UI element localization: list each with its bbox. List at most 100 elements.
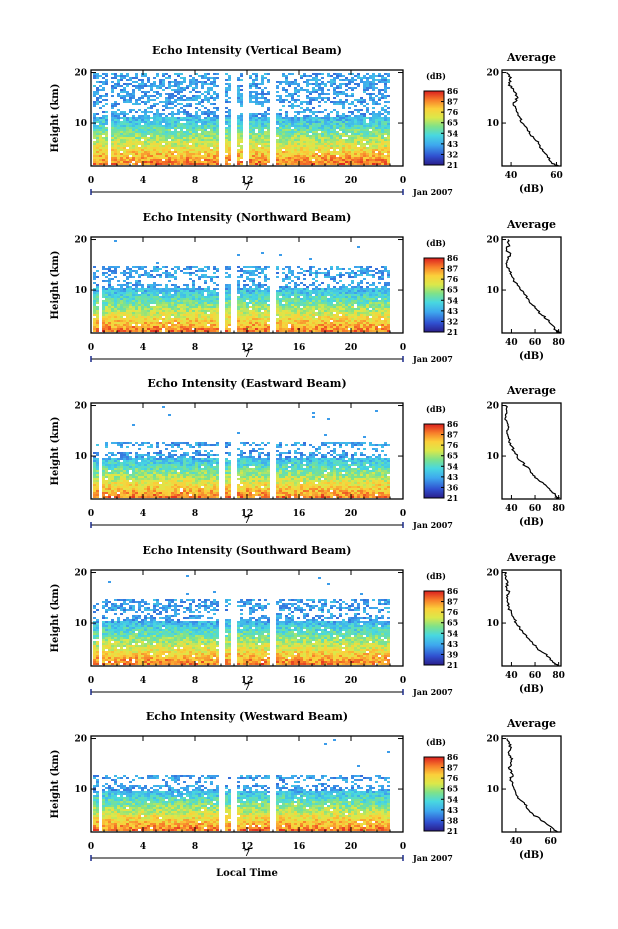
- profile-title: Average: [506, 717, 556, 730]
- date-label: Jan 2007: [412, 687, 453, 697]
- profile-frame: [501, 735, 562, 833]
- profile-x-tick-label: 40: [510, 837, 523, 847]
- x-tick-label: 0: [400, 842, 406, 852]
- x-tick-label: 0: [88, 343, 94, 353]
- x-tick-label: 4: [140, 343, 146, 353]
- x-tick-label: 0: [400, 176, 406, 186]
- profile-x-tick-label: 80: [552, 504, 565, 514]
- colorbar-title: (dB): [426, 71, 446, 81]
- profile-x-label: (dB): [519, 184, 544, 195]
- date-label: Jan 2007: [412, 520, 453, 530]
- colorbar-tick-label: 76: [447, 440, 459, 450]
- profile-x-tick-label: 40: [505, 671, 518, 681]
- colorbar-tick-label: 65: [447, 784, 458, 794]
- profile-x-tick-label: 60: [529, 671, 542, 681]
- profile-y-tick-label: 10: [486, 119, 499, 129]
- colorbar-tick-label: 86: [447, 419, 459, 429]
- y-axis-label: Height (km): [50, 251, 61, 320]
- x-tick-label: 12: [241, 176, 254, 186]
- colorbar-tick-label: 43: [447, 139, 459, 149]
- y-axis-label: Height (km): [50, 84, 61, 153]
- x-tick-label: 12: [241, 509, 254, 519]
- colorbar-tick-label: 76: [447, 274, 459, 284]
- colorbar-tick-label: 87: [447, 97, 458, 107]
- colorbar-tick-label: 76: [447, 607, 459, 617]
- date-label: Jan 2007: [412, 187, 453, 197]
- profile-y-tick-label: 20: [486, 69, 499, 79]
- x-tick-label: 4: [140, 176, 146, 186]
- colorbar-tick-label: 65: [447, 285, 458, 295]
- x-tick-label: 4: [140, 676, 146, 686]
- profile-line: [505, 239, 561, 334]
- colorbar-tick-label: 21: [447, 327, 458, 337]
- x-tick-label: 16: [293, 176, 306, 186]
- y-axis-label: Height (km): [50, 750, 61, 819]
- profile-line: [504, 572, 559, 667]
- colorbar-tick-label: 38: [447, 815, 459, 825]
- colorbar-tick-label: 65: [447, 618, 458, 628]
- x-tick-label: 4: [140, 509, 146, 519]
- y-axis-label: Height (km): [50, 417, 61, 486]
- colorbar: [423, 590, 445, 666]
- panel-3: Echo Intensity (Southward Beam) 20 10 Heigh…: [50, 544, 565, 697]
- profile-line: [506, 72, 560, 167]
- colorbar-tick-label: 87: [447, 763, 458, 773]
- x-tick-label: 0: [88, 509, 94, 519]
- heatmap-cells: [93, 739, 390, 831]
- panel-0: Echo Intensity (Vertical Beam) 20 10 Height…: [50, 44, 563, 197]
- x-tick-label: 0: [400, 509, 406, 519]
- y-axis-label: Height (km): [50, 584, 61, 653]
- x-tick-label: 8: [192, 176, 198, 186]
- panel-title: Echo Intensity (Westward Beam): [146, 710, 348, 723]
- profile-title: Average: [506, 51, 556, 64]
- profile-x-tick-label: 40: [505, 171, 518, 181]
- y-tick-label: 10: [74, 452, 87, 462]
- profile-x-tick-label: 40: [505, 504, 518, 514]
- heatmap-cells: [93, 73, 390, 165]
- colorbar-tick-label: 54: [447, 295, 459, 305]
- profile-x-label: (dB): [519, 850, 544, 861]
- heatmap-cells: [93, 575, 390, 665]
- colorbar: [423, 257, 445, 333]
- colorbar-tick-label: 43: [447, 639, 459, 649]
- profile-x-tick-label: 60: [550, 171, 563, 181]
- profile-title: Average: [506, 218, 556, 231]
- colorbar-tick-label: 21: [447, 160, 458, 170]
- y-tick-label: 20: [74, 735, 87, 745]
- x-tick-label: 12: [241, 343, 254, 353]
- colorbar-title: (dB): [426, 571, 446, 581]
- y-tick-label: 20: [74, 69, 87, 79]
- colorbar-tick-label: 65: [447, 451, 458, 461]
- profile-line: [504, 405, 561, 500]
- x-tick-label: 0: [88, 676, 94, 686]
- day-label: 7: [244, 683, 250, 693]
- profile-line: [506, 738, 558, 833]
- heatmap-cells: [93, 240, 390, 332]
- x-tick-label: 0: [400, 676, 406, 686]
- profile-frame: [501, 569, 562, 667]
- colorbar-tick-label: 87: [447, 430, 458, 440]
- day-label: 7: [244, 849, 250, 859]
- x-axis-label: Local Time: [216, 868, 278, 879]
- y-tick-label: 10: [74, 286, 87, 296]
- day-label: 7: [244, 516, 250, 526]
- profile-x-tick-label: 40: [505, 338, 518, 348]
- colorbar: [423, 756, 445, 832]
- x-tick-label: 8: [192, 842, 198, 852]
- profile-y-tick-label: 20: [486, 236, 499, 246]
- x-tick-label: 16: [293, 343, 306, 353]
- panel-1: Echo Intensity (Northward Beam) 20 10 Heigh…: [50, 211, 565, 364]
- colorbar-tick-label: 76: [447, 107, 459, 117]
- x-tick-label: 0: [88, 842, 94, 852]
- profile-x-tick-label: 80: [552, 671, 565, 681]
- day-label: 7: [244, 183, 250, 193]
- profile-x-tick-label: 60: [529, 338, 542, 348]
- x-tick-label: 20: [345, 676, 358, 686]
- x-tick-label: 8: [192, 676, 198, 686]
- profile-x-label: (dB): [519, 684, 544, 695]
- profile-x-tick-label: 60: [544, 837, 557, 847]
- x-tick-label: 12: [241, 842, 254, 852]
- x-tick-label: 12: [241, 676, 254, 686]
- profile-x-tick-label: 80: [552, 338, 565, 348]
